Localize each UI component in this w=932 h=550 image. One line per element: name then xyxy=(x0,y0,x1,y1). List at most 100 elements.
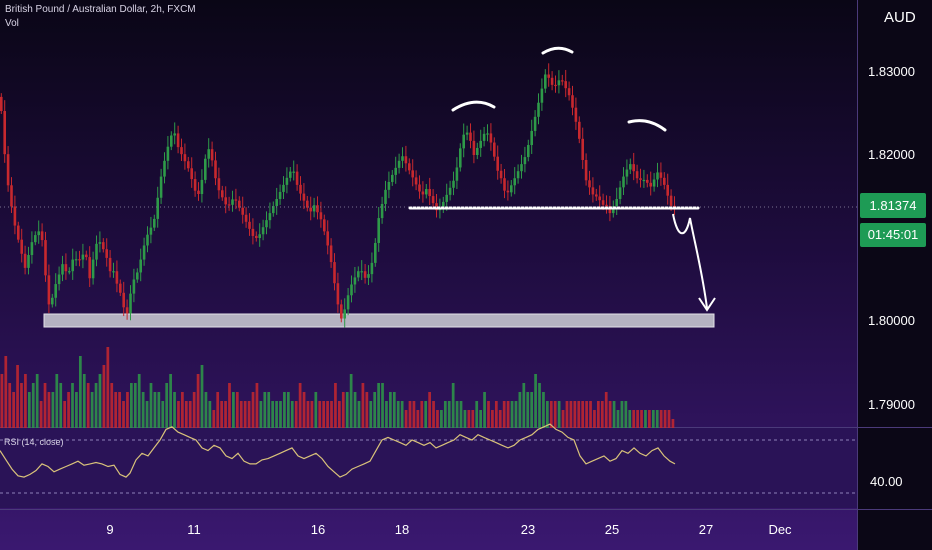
candle-body xyxy=(71,259,74,272)
candle-body xyxy=(3,111,6,155)
volume-bar xyxy=(8,383,12,428)
candle-body xyxy=(632,164,635,172)
volume-bar xyxy=(534,374,537,428)
candle-body xyxy=(357,271,360,278)
volume-bar xyxy=(655,410,659,428)
volume-bar xyxy=(39,401,43,428)
candle-body xyxy=(482,133,486,141)
volume-bar xyxy=(220,401,223,428)
candle-body xyxy=(292,171,295,173)
candle-body xyxy=(241,207,244,215)
volume-bar xyxy=(491,410,494,428)
x-tick: 18 xyxy=(394,522,410,537)
candle-body xyxy=(238,200,241,208)
candle-body xyxy=(418,184,421,192)
volume-bar xyxy=(597,401,600,428)
candle-body xyxy=(612,206,615,214)
x-tick: 27 xyxy=(698,522,714,537)
candle-body xyxy=(629,164,632,170)
volume-bar xyxy=(232,392,235,428)
candle-body xyxy=(486,133,489,135)
candle-body xyxy=(652,179,656,187)
candle-body xyxy=(401,156,404,161)
volume-bar xyxy=(404,410,408,428)
candle-body xyxy=(326,231,329,246)
volume-bar xyxy=(569,401,573,428)
candle-body xyxy=(561,80,564,82)
candle-body xyxy=(527,145,530,158)
candle-body xyxy=(479,140,482,148)
volume-bar xyxy=(573,401,577,428)
volume-bar xyxy=(487,401,490,428)
candle-body xyxy=(221,190,224,198)
volume-bar xyxy=(373,392,377,428)
candle-body xyxy=(520,164,523,172)
volume-bar xyxy=(63,401,67,428)
volume-bar xyxy=(608,401,612,428)
candle-body xyxy=(510,185,513,193)
candle-body xyxy=(275,198,278,207)
candle-body xyxy=(669,195,673,206)
candle-body xyxy=(183,154,187,162)
volume-bar xyxy=(651,410,655,428)
y-tick: 1.80000 xyxy=(868,313,915,328)
volume-bar xyxy=(247,401,251,428)
volume-bar xyxy=(538,383,541,428)
volume-bar xyxy=(16,365,19,428)
candle-body xyxy=(380,203,384,219)
volume-bar xyxy=(648,410,651,428)
volume-bar xyxy=(145,401,149,428)
volume-bar xyxy=(286,392,290,428)
candle-body xyxy=(663,177,666,185)
candle-body xyxy=(346,295,350,310)
x-tick: 25 xyxy=(604,522,620,537)
candle-body xyxy=(108,257,112,272)
volume-bar xyxy=(173,392,176,428)
candle-body xyxy=(265,220,268,228)
volume-bar xyxy=(78,356,82,428)
candle-body xyxy=(391,174,394,182)
candle-body xyxy=(102,242,105,250)
candle-body xyxy=(207,149,210,159)
volume-bar xyxy=(424,401,428,428)
candle-body xyxy=(64,264,68,272)
volume-bar xyxy=(357,401,361,428)
candle-body xyxy=(68,271,71,273)
candle-body xyxy=(248,221,251,229)
rsi-indicator-label[interactable]: RSI (14, close) xyxy=(4,437,64,447)
volume-bar xyxy=(235,392,239,428)
candle-body xyxy=(421,191,425,195)
candle-body xyxy=(153,218,156,228)
candle-body xyxy=(176,133,180,148)
volume-bar xyxy=(593,410,596,428)
volume-bar xyxy=(640,410,643,428)
left-shoulder-arc xyxy=(451,100,496,112)
candle-body xyxy=(278,191,282,199)
projection-arrow-path xyxy=(672,213,708,309)
candle-body xyxy=(231,199,234,205)
candle-body xyxy=(452,180,455,188)
volume-bar xyxy=(24,374,27,428)
candle-body xyxy=(336,283,340,305)
candle-body xyxy=(210,149,214,161)
candle-body xyxy=(125,307,129,314)
candle-body xyxy=(666,184,669,196)
volume-label: Vol xyxy=(5,18,19,29)
volume-bar xyxy=(420,401,424,428)
volume-bar xyxy=(196,374,200,428)
candle-body xyxy=(588,180,591,188)
candle-body xyxy=(411,170,414,178)
volume-bar xyxy=(345,392,349,428)
candle-body xyxy=(340,304,343,319)
projection-arrowhead xyxy=(698,297,716,312)
volume-bar xyxy=(161,401,165,428)
rsi-pane xyxy=(0,423,857,494)
volume-bar xyxy=(302,392,306,428)
volume-bar xyxy=(428,392,431,428)
candle-body xyxy=(408,163,411,171)
candle-body xyxy=(78,259,81,261)
volume-bar xyxy=(271,401,275,428)
candle-body xyxy=(166,146,170,161)
